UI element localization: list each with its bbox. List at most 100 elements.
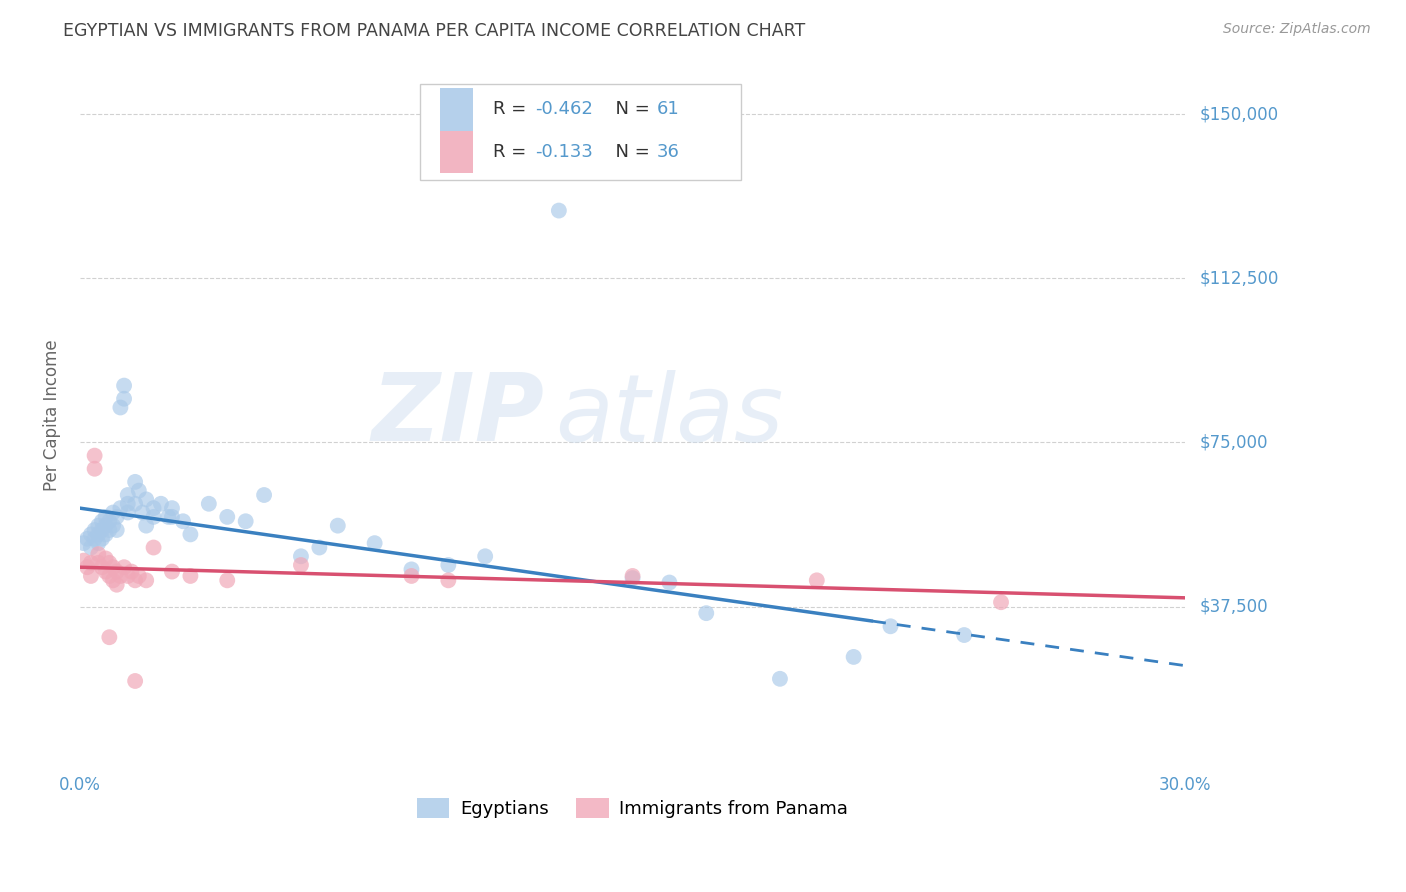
Point (101, 574, 124, 588)
Point (117, 497, 139, 511)
Text: 36: 36 (657, 143, 679, 161)
Point (101, 506, 124, 520)
Point (401, 569, 423, 583)
Point (474, 549, 496, 564)
Point (437, 574, 460, 588)
Point (401, 562, 423, 576)
Point (98, 523, 121, 537)
FancyBboxPatch shape (440, 131, 474, 173)
Point (621, 569, 644, 583)
Point (308, 541, 330, 555)
Point (76, 532, 98, 546)
Point (112, 560, 135, 574)
Point (124, 574, 146, 588)
Point (172, 514, 194, 528)
Point (105, 565, 128, 579)
Point (290, 558, 312, 572)
Point (128, 483, 150, 498)
Point (91, 523, 114, 537)
Text: $150,000: $150,000 (1199, 105, 1278, 123)
Point (142, 541, 165, 555)
Point (157, 509, 180, 524)
Point (87, 556, 110, 570)
FancyBboxPatch shape (440, 88, 474, 131)
Point (290, 549, 312, 564)
Point (128, 569, 150, 583)
Point (83, 523, 105, 537)
Point (94, 551, 117, 566)
Point (990, 595, 1012, 609)
Text: $75,000: $75,000 (1199, 434, 1268, 451)
Point (91, 560, 114, 574)
Point (160, 501, 183, 516)
Text: atlas: atlas (555, 369, 783, 460)
Point (135, 492, 157, 507)
Point (112, 392, 135, 406)
Point (87, 518, 110, 533)
Point (326, 518, 349, 533)
Point (806, 574, 828, 588)
Point (124, 497, 146, 511)
Point (98, 569, 121, 583)
Point (80, 541, 103, 555)
Point (112, 378, 135, 392)
Text: R =: R = (494, 143, 533, 161)
Text: -0.133: -0.133 (536, 143, 593, 161)
Point (842, 649, 865, 664)
Point (110, 569, 132, 583)
Point (124, 673, 146, 688)
Point (94, 565, 117, 579)
Text: N =: N = (603, 101, 655, 119)
Point (80, 569, 103, 583)
Point (117, 569, 139, 583)
Point (621, 571, 644, 585)
Point (76, 560, 98, 574)
Point (769, 672, 792, 686)
Point (72, 554, 94, 568)
Point (87, 527, 110, 541)
Point (217, 509, 239, 524)
Point (160, 565, 183, 579)
Point (91, 532, 114, 546)
Point (80, 527, 103, 541)
Point (117, 488, 139, 502)
Point (87, 547, 110, 561)
Point (105, 523, 128, 537)
Point (105, 509, 128, 524)
Point (131, 506, 153, 520)
Point (149, 497, 172, 511)
Point (83, 462, 105, 476)
Point (363, 536, 385, 550)
Text: ZIP: ZIP (371, 369, 544, 461)
Point (94, 518, 117, 533)
Point (94, 527, 117, 541)
Point (87, 536, 110, 550)
Point (547, 203, 569, 218)
Point (72, 536, 94, 550)
Text: R =: R = (494, 101, 533, 119)
Point (101, 518, 124, 533)
Point (135, 574, 157, 588)
Point (94, 509, 117, 524)
Point (120, 565, 142, 579)
Point (198, 497, 221, 511)
Text: $37,500: $37,500 (1199, 598, 1268, 615)
Point (695, 606, 717, 620)
Point (80, 556, 103, 570)
Point (83, 532, 105, 546)
Point (253, 488, 276, 502)
Point (110, 401, 132, 415)
Text: N =: N = (603, 143, 655, 161)
Point (658, 575, 681, 590)
Text: EGYPTIAN VS IMMIGRANTS FROM PANAMA PER CAPITA INCOME CORRELATION CHART: EGYPTIAN VS IMMIGRANTS FROM PANAMA PER C… (63, 22, 806, 40)
Point (217, 574, 239, 588)
Point (179, 527, 201, 541)
Point (235, 514, 257, 528)
Point (142, 501, 165, 516)
Point (83, 449, 105, 463)
Legend: Egyptians, Immigrants from Panama: Egyptians, Immigrants from Panama (409, 790, 855, 826)
Point (101, 560, 124, 574)
Point (117, 506, 139, 520)
Text: Source: ZipAtlas.com: Source: ZipAtlas.com (1223, 22, 1371, 37)
Point (879, 619, 901, 633)
